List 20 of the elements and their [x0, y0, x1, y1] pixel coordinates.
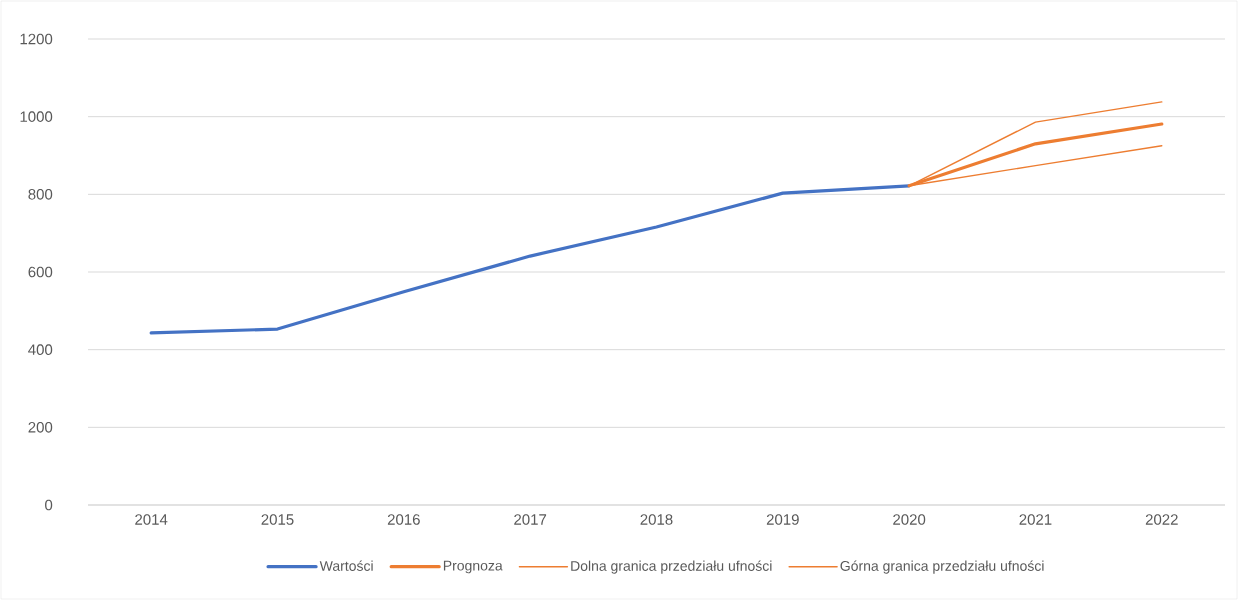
y-tick-label: 1200	[20, 33, 53, 45]
legend-label: Górna granica przedziału ufności	[840, 560, 1044, 574]
y-tick-label: 600	[28, 266, 53, 278]
x-tick-label: 2021	[1019, 514, 1052, 525]
y-tick-label: 0	[45, 499, 53, 511]
legend-label: Prognoza	[443, 560, 503, 574]
x-tick-label: 2018	[640, 514, 673, 525]
y-tick-label: 200	[28, 422, 53, 433]
x-tick-label: 2017	[514, 514, 547, 525]
x-tick-label: 2019	[766, 514, 799, 525]
y-tick-label: 400	[28, 344, 53, 355]
x-tick-label: 2014	[135, 514, 168, 525]
x-tick-label: 2016	[387, 514, 420, 525]
x-tick-label: 2015	[261, 514, 294, 525]
legend-label: Dolna granica przedziału ufności	[571, 560, 772, 574]
x-tick-label: 2022	[1145, 514, 1178, 525]
y-tick-label: 800	[28, 189, 53, 200]
y-tick-label: 1000	[20, 111, 53, 122]
legend-label: Wartości	[319, 560, 373, 571]
x-tick-label: 2020	[893, 514, 926, 525]
